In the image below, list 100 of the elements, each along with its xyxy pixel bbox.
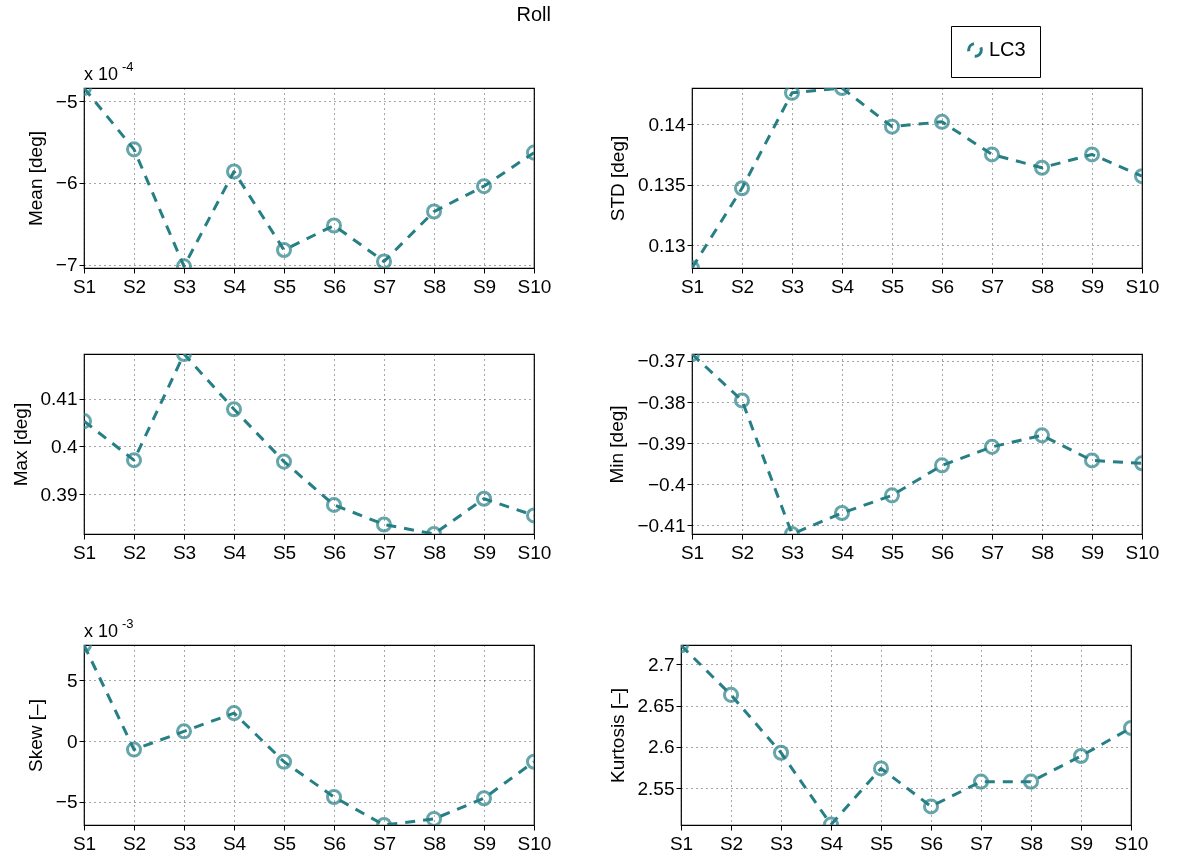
point bbox=[125, 741, 143, 758]
x-tick-label: S1 bbox=[72, 541, 97, 563]
x-tick-label: S4 bbox=[830, 275, 855, 297]
x-tick-label: S8 bbox=[422, 832, 447, 854]
chart-title: Roll bbox=[516, 3, 551, 25]
point bbox=[475, 490, 493, 507]
x-tick-label: S3 bbox=[172, 541, 197, 563]
x-tick-label: S9 bbox=[472, 275, 497, 297]
x-tick-label: S5 bbox=[869, 832, 894, 854]
y-tick-label: 0.4 bbox=[51, 435, 78, 457]
point bbox=[375, 516, 393, 533]
point bbox=[772, 744, 790, 761]
x-tick-label: S6 bbox=[930, 275, 955, 297]
x-tick-label: S10 bbox=[1125, 275, 1160, 297]
x-tick-label: S9 bbox=[1080, 541, 1105, 563]
y-tick-label: −5 bbox=[55, 90, 78, 112]
x-tick-label: S8 bbox=[1030, 541, 1055, 563]
x-tick-label: S7 bbox=[372, 832, 397, 854]
point bbox=[325, 217, 343, 234]
point bbox=[733, 392, 751, 409]
point bbox=[983, 438, 1001, 455]
x-tick-label: S10 bbox=[517, 541, 552, 563]
point bbox=[1022, 773, 1040, 790]
point bbox=[833, 505, 851, 522]
x-tick-label: S7 bbox=[980, 275, 1005, 297]
x-tick-label: S4 bbox=[222, 275, 247, 297]
x-tick-label: S4 bbox=[222, 541, 247, 563]
point bbox=[425, 203, 443, 220]
x-tick-label: S5 bbox=[272, 541, 297, 563]
y-axis-title: Kurtosis [–] bbox=[606, 687, 628, 784]
y-tick-label: 0.39 bbox=[40, 483, 78, 505]
x-tick-label: S3 bbox=[172, 275, 197, 297]
x-tick-label: S3 bbox=[780, 541, 805, 563]
y-axis-title: STD [deg] bbox=[606, 135, 628, 222]
x-tick-label: S6 bbox=[919, 832, 944, 854]
x-tick-label: S5 bbox=[880, 275, 905, 297]
point bbox=[425, 810, 443, 825]
point bbox=[922, 798, 940, 815]
x-tick-label: S9 bbox=[1080, 275, 1105, 297]
x-tick-label: S10 bbox=[1114, 832, 1149, 854]
point bbox=[1072, 748, 1090, 765]
x-tick-label: S7 bbox=[969, 832, 994, 854]
point bbox=[275, 241, 293, 259]
point bbox=[883, 487, 901, 504]
point bbox=[1033, 427, 1051, 444]
x-tick-label: S2 bbox=[122, 541, 147, 563]
x-tick-label: S1 bbox=[72, 275, 97, 297]
y-tick-label: 0.41 bbox=[40, 388, 78, 410]
x-tick-label: S4 bbox=[819, 832, 844, 854]
x-tick-label: S8 bbox=[422, 541, 447, 563]
x-tick-label: S9 bbox=[472, 832, 497, 854]
x-tick-label: S2 bbox=[719, 832, 744, 854]
x-tick-label: S9 bbox=[472, 541, 497, 563]
y-tick-label: 5 bbox=[66, 669, 78, 691]
point bbox=[325, 496, 343, 513]
y-axis-title: Min [deg] bbox=[606, 405, 628, 484]
x-tick-label: S2 bbox=[122, 275, 147, 297]
x-tick-label: S5 bbox=[880, 541, 905, 563]
x-tick-label: S10 bbox=[517, 832, 552, 854]
x-tick-label: S9 bbox=[1069, 832, 1094, 854]
legend-label: LC3 bbox=[989, 38, 1026, 60]
x-tick-label: S2 bbox=[122, 832, 147, 854]
y-tick-label: 0.14 bbox=[648, 113, 686, 135]
x-tick-label: S1 bbox=[680, 541, 705, 563]
point bbox=[275, 753, 293, 770]
point bbox=[1083, 452, 1101, 469]
y-tick-label: 2.55 bbox=[637, 777, 675, 799]
text: x 10-3 bbox=[84, 616, 134, 641]
y-tick-label: −0.37 bbox=[637, 350, 686, 372]
x-tick-label: S6 bbox=[930, 541, 955, 563]
x-tick-label: S4 bbox=[222, 832, 247, 854]
point bbox=[125, 452, 143, 469]
x-tick-label: S7 bbox=[980, 541, 1005, 563]
y-tick-label: 2.7 bbox=[648, 653, 675, 675]
point bbox=[375, 253, 393, 268]
point bbox=[733, 180, 751, 197]
point bbox=[475, 178, 493, 195]
point bbox=[872, 760, 890, 777]
point bbox=[475, 790, 493, 807]
x-tick-label: S3 bbox=[780, 275, 805, 297]
point bbox=[883, 118, 901, 135]
x-tick-label: S5 bbox=[272, 832, 297, 854]
text: x 10-4 bbox=[84, 59, 134, 84]
point bbox=[983, 146, 1001, 163]
x-tick-label: S3 bbox=[172, 832, 197, 854]
x-tick-label: S8 bbox=[1030, 275, 1055, 297]
point bbox=[225, 163, 243, 180]
point bbox=[783, 88, 801, 101]
point bbox=[225, 401, 243, 418]
point bbox=[225, 705, 243, 722]
y-tick-label: −7 bbox=[55, 254, 78, 276]
point bbox=[1083, 146, 1101, 163]
x-tick-label: S1 bbox=[680, 275, 705, 297]
x-tick-label: S6 bbox=[322, 832, 347, 854]
x-tick-label: S2 bbox=[730, 541, 755, 563]
x-tick-label: S6 bbox=[322, 541, 347, 563]
point bbox=[325, 789, 343, 806]
y-tick-label: −6 bbox=[55, 172, 78, 194]
x-tick-label: S1 bbox=[72, 832, 97, 854]
y-tick-label: 2.65 bbox=[637, 695, 675, 717]
